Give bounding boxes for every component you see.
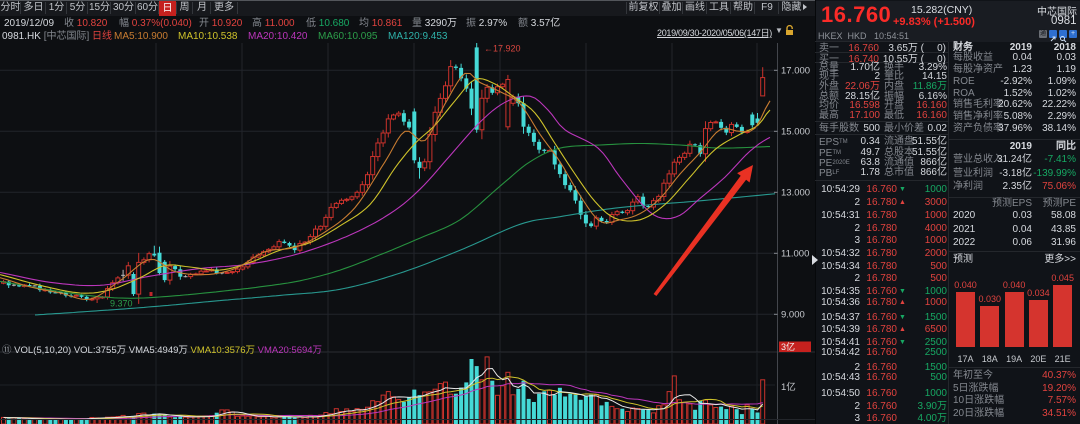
svg-text:←17.920: ←17.920 (484, 44, 521, 54)
svg-text:17.000: 17.000 (781, 66, 810, 77)
svg-text:9.000: 9.000 (781, 310, 805, 321)
svg-text:15.000: 15.000 (781, 127, 810, 138)
svg-text:3亿: 3亿 (781, 341, 795, 352)
svg-text:13.000: 13.000 (781, 188, 810, 199)
svg-text:1亿: 1亿 (781, 381, 796, 393)
svg-text:11.000: 11.000 (781, 249, 809, 260)
svg-text:9.370: 9.370 (110, 299, 133, 309)
